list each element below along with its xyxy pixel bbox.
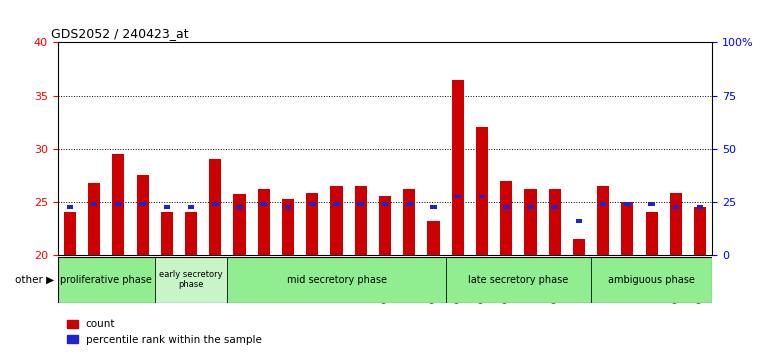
Bar bbox=[379, 196, 391, 255]
Bar bbox=[333, 202, 340, 206]
Bar bbox=[64, 212, 76, 255]
Bar bbox=[309, 202, 316, 206]
FancyBboxPatch shape bbox=[58, 257, 155, 303]
Bar bbox=[163, 205, 170, 209]
Bar bbox=[91, 202, 98, 206]
Bar bbox=[136, 175, 149, 255]
Bar bbox=[115, 202, 122, 206]
FancyBboxPatch shape bbox=[155, 257, 227, 303]
Bar bbox=[479, 195, 485, 198]
Text: late secretory phase: late secretory phase bbox=[468, 275, 568, 285]
Text: early secretory
phase: early secretory phase bbox=[159, 270, 223, 289]
Bar bbox=[88, 183, 100, 255]
Legend: count, percentile rank within the sample: count, percentile rank within the sample bbox=[63, 315, 266, 349]
Bar bbox=[697, 205, 704, 209]
Bar bbox=[600, 202, 607, 206]
Bar bbox=[573, 239, 585, 255]
Bar bbox=[357, 202, 364, 206]
Bar bbox=[621, 202, 634, 255]
Bar bbox=[524, 189, 537, 255]
Text: mid secretory phase: mid secretory phase bbox=[286, 275, 387, 285]
Text: proliferative phase: proliferative phase bbox=[60, 275, 152, 285]
Bar bbox=[476, 127, 488, 255]
Bar bbox=[406, 202, 413, 206]
Bar bbox=[454, 195, 461, 198]
FancyBboxPatch shape bbox=[591, 257, 712, 303]
Bar bbox=[576, 219, 582, 223]
FancyBboxPatch shape bbox=[446, 257, 591, 303]
Bar bbox=[258, 189, 269, 255]
Text: GDS2052 / 240423_at: GDS2052 / 240423_at bbox=[51, 27, 189, 40]
Bar bbox=[185, 212, 197, 255]
Text: ambiguous phase: ambiguous phase bbox=[608, 275, 695, 285]
Bar bbox=[527, 205, 534, 209]
Bar bbox=[452, 80, 464, 255]
Bar bbox=[139, 202, 146, 206]
Bar bbox=[212, 202, 219, 206]
Bar bbox=[672, 205, 679, 209]
Bar bbox=[548, 189, 561, 255]
Bar bbox=[285, 205, 291, 209]
Bar bbox=[551, 205, 558, 209]
Bar bbox=[282, 199, 294, 255]
Bar bbox=[66, 205, 73, 209]
FancyBboxPatch shape bbox=[227, 257, 446, 303]
Bar bbox=[694, 207, 706, 255]
Bar bbox=[306, 193, 318, 255]
Bar bbox=[260, 202, 267, 206]
Bar bbox=[403, 189, 415, 255]
Bar bbox=[161, 212, 173, 255]
Bar bbox=[430, 205, 437, 209]
Bar bbox=[209, 159, 222, 255]
Bar bbox=[503, 205, 510, 209]
Bar bbox=[597, 186, 609, 255]
Bar bbox=[236, 205, 243, 209]
Bar bbox=[648, 202, 655, 206]
Bar bbox=[427, 221, 440, 255]
Bar bbox=[112, 154, 125, 255]
Bar bbox=[500, 181, 512, 255]
Text: other ▶: other ▶ bbox=[15, 275, 54, 285]
Bar bbox=[330, 186, 343, 255]
Bar bbox=[382, 202, 388, 206]
Bar bbox=[233, 194, 246, 255]
Bar bbox=[645, 212, 658, 255]
Bar bbox=[188, 205, 194, 209]
Bar bbox=[624, 202, 631, 206]
Bar bbox=[670, 193, 682, 255]
Bar bbox=[355, 186, 367, 255]
